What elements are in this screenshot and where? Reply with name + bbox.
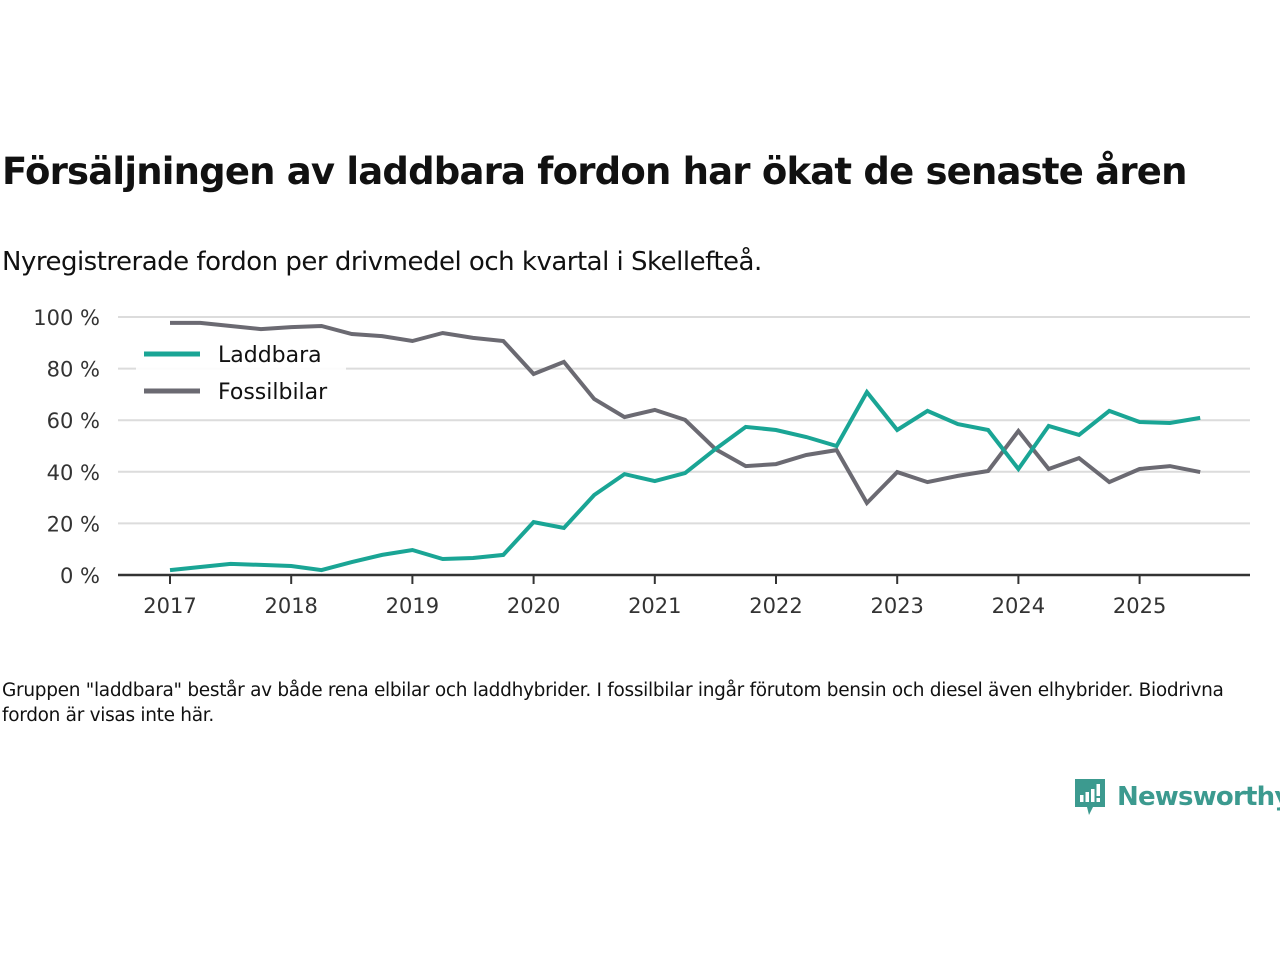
line-chart: 0 % 20 % 40 % 60 % 80 % 100 % 2017 2018 2019 202…: [33, 306, 1250, 618]
x-tick-label: 2021: [628, 594, 681, 618]
y-tick-label: 0 %: [60, 564, 100, 588]
x-tick-label: 2023: [870, 594, 923, 618]
y-axis-tick-labels: 0 % 20 % 40 % 60 % 80 % 100 %: [33, 306, 100, 588]
chart-subtitle: Nyregistrerade fordon per drivmedel och …: [2, 247, 762, 277]
y-tick-label: 40 %: [47, 461, 100, 485]
x-tick-label: 2025: [1113, 594, 1166, 618]
legend: Laddbara Fossilbilar: [136, 335, 346, 413]
bar-chart-speech-bubble-icon: [1075, 779, 1105, 815]
series-line-laddbara: [169, 388, 1201, 573]
series-lines: [169, 320, 1201, 573]
x-axis: 2017 2018 2019 2020 2021 2022 2023 2024 2025: [118, 573, 1250, 618]
x-tick-label: 2022: [749, 594, 802, 618]
x-tick-label: 2024: [992, 594, 1045, 618]
chart-title: Försäljningen av laddbara fordon har öka…: [2, 150, 1187, 193]
legend-label-fossilbilar[interactable]: Fossilbilar: [218, 380, 328, 405]
legend-background: [136, 335, 346, 413]
y-tick-label: 60 %: [47, 409, 100, 433]
footnote: Gruppen "laddbara" består av både rena e…: [2, 680, 1224, 726]
y-tick-label: 100 %: [33, 306, 100, 330]
series-line-fossilbilar: [170, 320, 1201, 507]
x-tick-label: 2018: [264, 594, 317, 618]
logo-text: Newsworthy: [1117, 782, 1280, 812]
legend-label-laddbara[interactable]: Laddbara: [218, 343, 322, 368]
x-tick-label: 2020: [507, 594, 560, 618]
newsworthy-logo[interactable]: Newsworthy: [1073, 777, 1280, 817]
x-tick-label: 2017: [143, 594, 196, 618]
x-tick-label: 2019: [386, 594, 439, 618]
y-tick-label: 20 %: [47, 512, 100, 536]
y-tick-label: 80 %: [47, 358, 100, 382]
